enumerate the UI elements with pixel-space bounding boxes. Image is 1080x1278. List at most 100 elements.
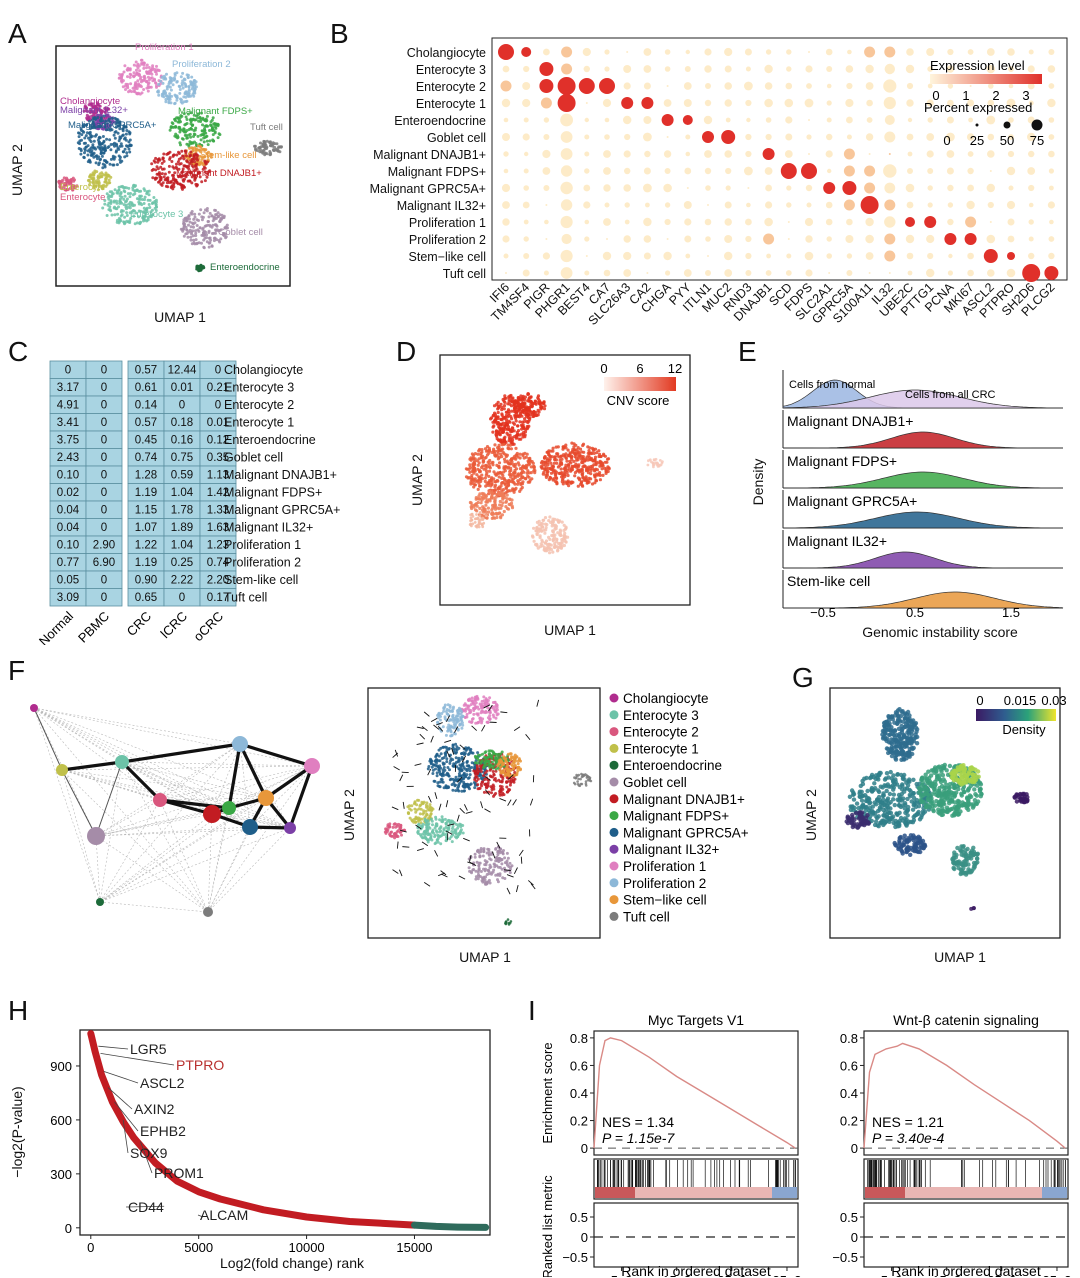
a-cluster-12 bbox=[179, 207, 229, 250]
f-blob-prolif1 bbox=[458, 694, 500, 725]
b-dot bbox=[683, 201, 692, 209]
b-dot bbox=[539, 62, 554, 76]
f-velocity-arrow bbox=[415, 824, 422, 830]
b-dot bbox=[543, 185, 550, 191]
b-dot bbox=[1006, 200, 1016, 210]
h-xtick-label: 5000 bbox=[184, 1240, 213, 1255]
c-cell-value: 3.09 bbox=[57, 592, 79, 604]
b-dot bbox=[684, 167, 692, 175]
c-cell-value: 1.63 bbox=[207, 522, 229, 534]
f-velocity-arrow bbox=[427, 768, 432, 776]
a-cluster-label-2: Cholangiocyte bbox=[60, 96, 120, 107]
b-dot bbox=[1048, 49, 1055, 55]
b-dot bbox=[1028, 252, 1035, 260]
b-dot bbox=[624, 202, 630, 208]
b-dot bbox=[987, 150, 995, 158]
b-dot bbox=[808, 153, 810, 155]
a-cluster-6 bbox=[253, 139, 283, 157]
b-dot bbox=[665, 270, 671, 276]
f-edge-weak bbox=[228, 765, 313, 809]
b-dot bbox=[724, 150, 732, 158]
b-dot bbox=[1048, 252, 1055, 260]
b-dot bbox=[545, 204, 548, 206]
b-dot bbox=[946, 116, 954, 124]
c-cell-value: 0 bbox=[101, 417, 107, 429]
b-dot bbox=[707, 255, 709, 257]
b-dot bbox=[560, 148, 573, 160]
f-edge-weak bbox=[95, 743, 241, 837]
c-row-label: Tuft cell bbox=[224, 591, 267, 605]
i-rank-gradient-neg bbox=[772, 1187, 797, 1198]
b-dot bbox=[1006, 268, 1016, 278]
b-dot bbox=[543, 270, 549, 276]
b-dot bbox=[883, 96, 896, 110]
i-xtick-label: 35e3 bbox=[1043, 1273, 1072, 1277]
i-metric-tick-label: −0.5 bbox=[562, 1250, 588, 1265]
b-dot bbox=[623, 115, 632, 125]
b-dot bbox=[666, 85, 669, 87]
b-dot bbox=[560, 165, 573, 177]
b-dot bbox=[1048, 236, 1055, 242]
b-dot bbox=[663, 150, 672, 158]
b-dot bbox=[503, 253, 509, 259]
b-dot bbox=[1008, 117, 1014, 123]
b-dot bbox=[926, 150, 934, 158]
f-legend-swatch bbox=[609, 760, 619, 770]
b-dot bbox=[927, 83, 933, 89]
b-dot bbox=[684, 235, 692, 243]
b-dot bbox=[884, 199, 896, 211]
a-cluster-label-10: Enterocyte bbox=[60, 192, 105, 203]
f-legend-label: Tuft cell bbox=[623, 909, 670, 924]
f-velocity-arrow bbox=[416, 742, 424, 745]
b-dot bbox=[883, 79, 897, 93]
b-dot bbox=[927, 252, 934, 260]
f-velocity-arrow bbox=[506, 887, 511, 895]
f-edge-weak bbox=[33, 707, 267, 799]
b-dot bbox=[643, 132, 652, 142]
b-dot bbox=[865, 133, 874, 141]
f-velocity-arrow bbox=[471, 725, 478, 731]
panel-h-volcano: 0 300 600 900 0 5000 10000 15000 LGR5 PTPRO ASCL2… bbox=[9, 1029, 491, 1271]
i-pvalue: P = 3.40e-4 bbox=[872, 1130, 944, 1146]
c-cell-value: 1.07 bbox=[135, 522, 157, 534]
b-dot bbox=[503, 151, 509, 157]
b-dot bbox=[847, 49, 852, 55]
b-dot bbox=[926, 48, 935, 56]
f-edge-weak bbox=[239, 743, 251, 828]
d-legend-title: CNV score bbox=[607, 393, 670, 408]
b-dot bbox=[826, 253, 832, 259]
b-dot bbox=[764, 98, 773, 108]
b-row-label: Goblet cell bbox=[427, 131, 486, 145]
f-edge-strong bbox=[159, 798, 230, 810]
b-dot bbox=[927, 66, 934, 72]
b-dot bbox=[868, 153, 871, 155]
f-velocity-arrow bbox=[430, 717, 438, 723]
c-cell-value: 1.89 bbox=[171, 522, 193, 534]
b-dot bbox=[704, 65, 712, 73]
f-node bbox=[56, 764, 68, 776]
i-ytick-label: 0.8 bbox=[570, 1031, 588, 1046]
c-cell-value: 1.19 bbox=[135, 487, 157, 499]
c-cell-value: 0.90 bbox=[135, 575, 157, 587]
f-velocity-arrow bbox=[529, 798, 534, 806]
f-edge-weak bbox=[61, 769, 209, 913]
c-row-label: Malignant IL32+ bbox=[224, 521, 313, 535]
i-plot-0: Myc Targets V1 0 0.2 0.4 0.6 0.8 NES = 1.34P =… bbox=[562, 1012, 801, 1277]
panel-h-ylabel: −log2(P-value) bbox=[9, 1086, 25, 1177]
b-dot bbox=[865, 217, 874, 227]
b-dot bbox=[1027, 65, 1035, 73]
a-cluster-label-5: Malignant FDPS+ bbox=[178, 106, 253, 117]
f-velocity-arrow bbox=[488, 704, 493, 712]
b-dot bbox=[643, 167, 651, 175]
c-cell-value: 1.19 bbox=[135, 557, 157, 569]
b-dot bbox=[907, 151, 913, 157]
c-cell-value: 0.59 bbox=[171, 470, 193, 482]
b-dot bbox=[1008, 83, 1014, 89]
f-legend-swatch bbox=[609, 743, 619, 753]
c-cell-value: 6.90 bbox=[93, 557, 115, 569]
b-dot bbox=[645, 202, 650, 208]
h-gene-leader bbox=[100, 1052, 175, 1066]
b-dot bbox=[643, 82, 651, 90]
f-edge-strong bbox=[121, 742, 241, 764]
c-col-header: CRC bbox=[124, 609, 155, 640]
